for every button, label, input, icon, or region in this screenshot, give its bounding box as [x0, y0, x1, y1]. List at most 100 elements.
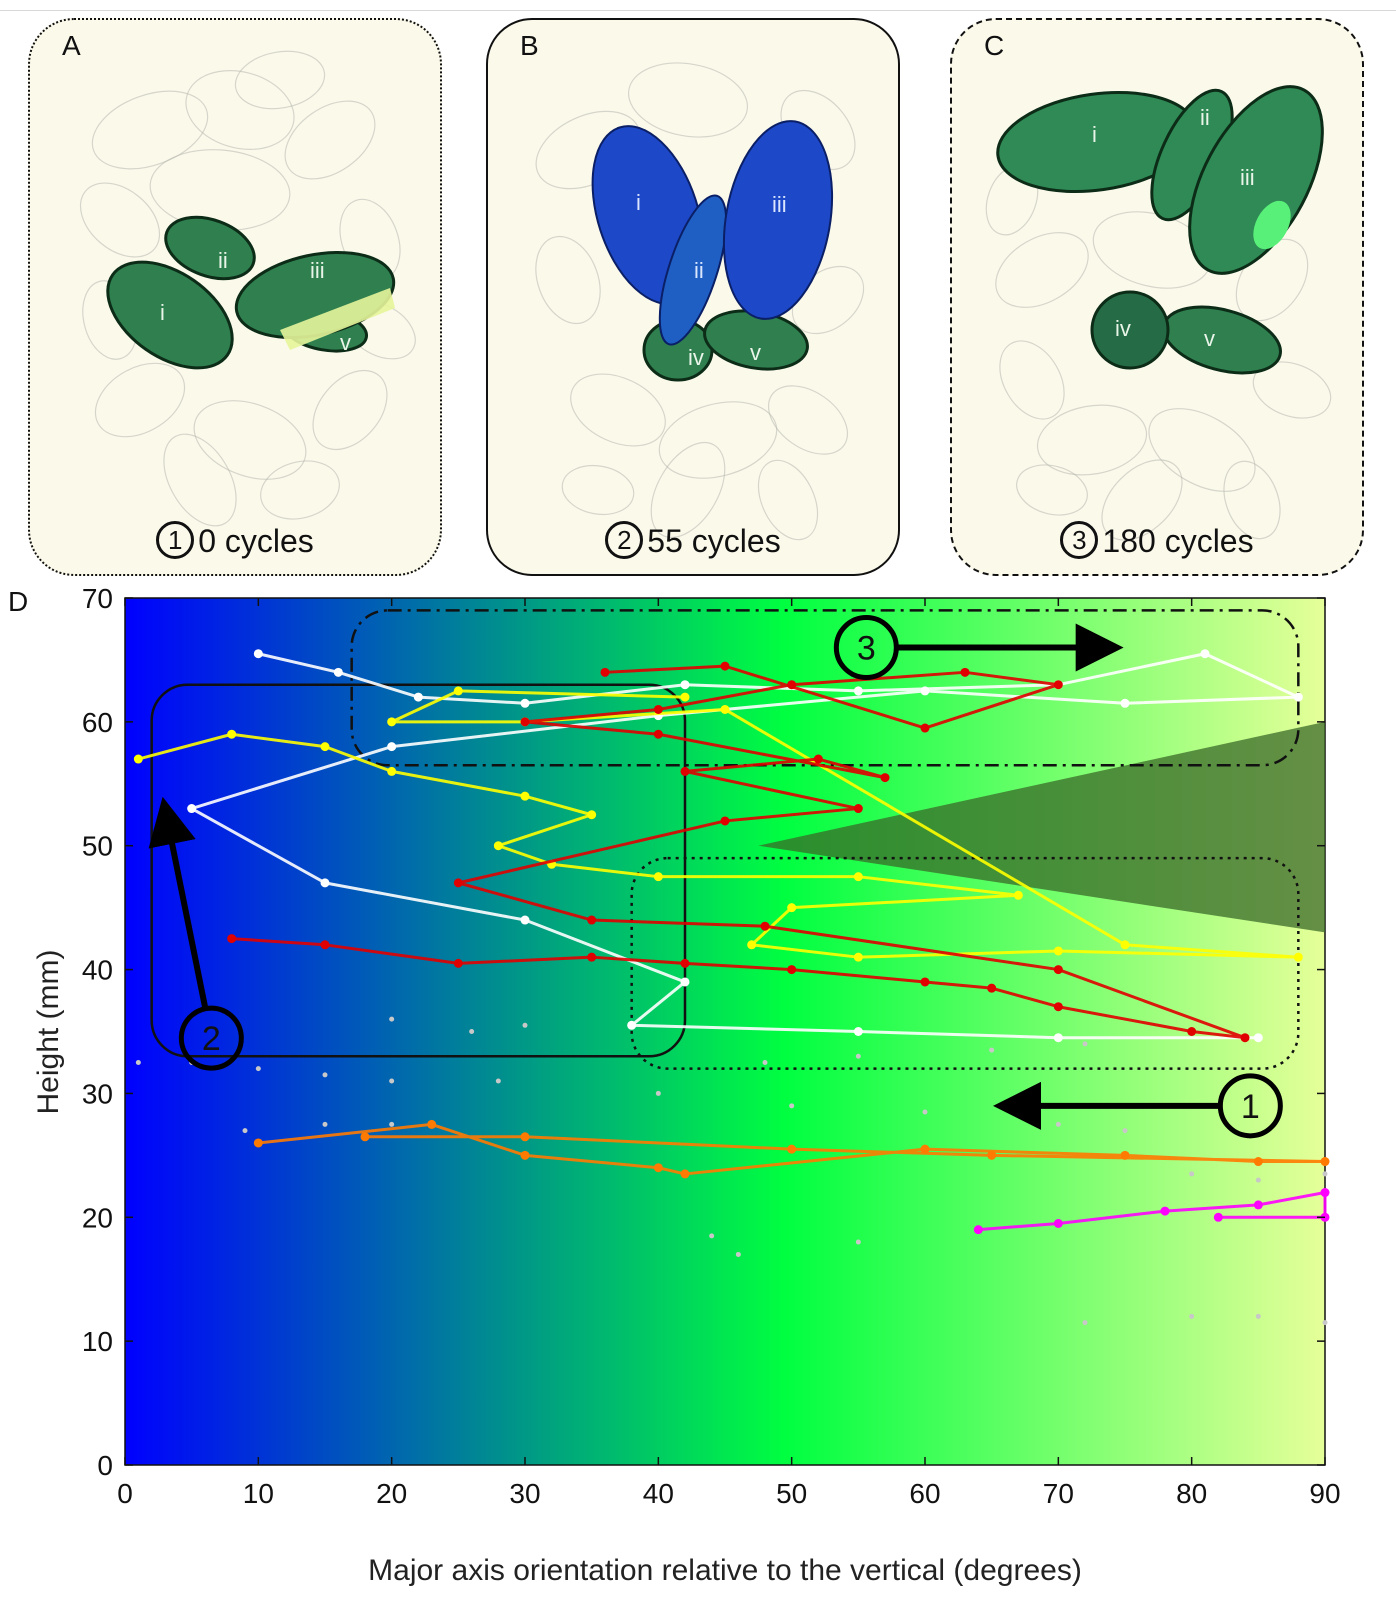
series-yellow-point-16 [1120, 940, 1130, 950]
panel-a-letter: A [62, 30, 81, 61]
series-grey-point-12 [322, 1121, 328, 1127]
panel-a-grain-label-ii: ii [218, 248, 228, 273]
panel-b-grain-label-i: i [636, 190, 641, 215]
x-tick-label-80: 80 [1176, 1478, 1207, 1509]
series-red-point-20 [653, 729, 663, 739]
series-grey-point-20 [1082, 1041, 1088, 1047]
marker-2-arrow [148, 796, 208, 1008]
shaded-wedge [758, 721, 1325, 933]
x-tick-label-60: 60 [909, 1478, 940, 1509]
panel-c-grains [996, 85, 1324, 375]
y-tick-label-40: 40 [82, 955, 113, 986]
panel-c-letter: C [984, 30, 1005, 61]
series-grey-point-16 [1322, 1171, 1328, 1177]
series-orange-point-6 [1120, 1150, 1130, 1160]
series-yellow-point-6 [493, 841, 503, 851]
series-yellow-point-8 [653, 872, 663, 882]
series-red-point-18 [813, 754, 823, 764]
y-axis-label: Height (mm) [32, 949, 65, 1114]
panel-c-marker: 3 [1060, 521, 1099, 559]
y-tick-label-50: 50 [82, 831, 113, 862]
series-red-point-10 [1240, 1033, 1250, 1043]
series-orange-point-3 [653, 1163, 663, 1173]
panel-c-grain-label-v: v [1204, 326, 1215, 351]
series-red-point-14 [453, 878, 463, 888]
panel-b-grain-render: i ii iii iv v [535, 62, 865, 541]
marker-2-label: 2 [202, 1020, 221, 1058]
panel-c-grain-label-ii: ii [1200, 105, 1210, 130]
series-magenta-point-0 [973, 1225, 983, 1235]
series-yellow-point-2 [320, 742, 330, 752]
series-white-point-16 [680, 977, 690, 987]
wedge-layer [758, 721, 1325, 933]
series-red-point-19 [880, 773, 890, 783]
marker-3-circle [833, 615, 899, 681]
series-yellow-point-13 [853, 952, 863, 962]
region-boxes [150, 609, 1300, 1070]
series-white-point-19 [1053, 1033, 1063, 1043]
panel-a-grains [106, 215, 396, 370]
marker-1-label: 1 [1241, 1088, 1260, 1126]
y-tick-label-70: 70 [82, 583, 113, 614]
series-orange-point-1 [427, 1119, 437, 1129]
series-yellow-track [137, 689, 1300, 959]
series-white-point-13 [187, 804, 197, 814]
panel-c-caption: 3 180 cycles [952, 521, 1362, 560]
series-grey-point-28 [735, 1251, 741, 1257]
series-grey-point-24 [1082, 1320, 1088, 1326]
series-red-point-26 [920, 723, 930, 733]
series-orange-point-9 [987, 1150, 997, 1160]
series-magenta-point-4 [1320, 1188, 1330, 1198]
series-orange-point-11 [520, 1132, 530, 1142]
series-magenta-point-3 [1253, 1200, 1263, 1210]
x-axis-ticks: 0 10 20 30 40 50 60 70 80 90 [117, 598, 1341, 1509]
series-grey-point-26 [1255, 1313, 1261, 1319]
series-yellow-point-4 [520, 791, 530, 801]
series-red-point-17 [680, 766, 690, 776]
series-red-point-9 [1187, 1027, 1197, 1036]
series-red-point-28 [600, 667, 610, 677]
series-red-point-12 [760, 921, 770, 931]
panel-b-letter: B [520, 30, 539, 61]
series-grey-point-13 [389, 1121, 395, 1127]
y-tick-label-20: 20 [82, 1202, 113, 1233]
panel-c-caption-text: 180 cycles [1102, 523, 1254, 559]
series-white-point-0 [253, 649, 263, 659]
series-red-point-21 [520, 717, 530, 727]
panel-c-grain-label-iv: iv [1115, 316, 1131, 341]
series-red-point-1 [320, 940, 330, 950]
series-orange-point-0 [253, 1138, 263, 1148]
series-grey-point-15 [1255, 1177, 1261, 1183]
y-axis-ticks: 0 10 20 30 40 50 60 70 [82, 583, 1325, 1481]
x-tick-label-90: 90 [1309, 1478, 1340, 1509]
series-grey-point-2 [255, 1066, 261, 1072]
series-grey-point-3 [322, 1072, 328, 1078]
series-white-point-3 [520, 698, 530, 708]
series-yellow-point-21 [680, 692, 690, 702]
marker-1: 1 [993, 1073, 1283, 1139]
marker-3-label: 3 [857, 630, 876, 668]
region-box-1 [630, 856, 1300, 1070]
marker-2-circle [178, 1005, 244, 1071]
series-grey-point-4 [389, 1078, 395, 1084]
series-magenta-point-6 [1213, 1212, 1223, 1222]
panel-b-caption: 2 55 cycles [488, 521, 898, 560]
panel-b-grains [591, 120, 834, 382]
series-orange-point-5 [920, 1144, 930, 1154]
series-red-point-0 [227, 934, 237, 944]
marker-1-circle [1217, 1073, 1283, 1139]
series-grey-point-21 [522, 1022, 528, 1028]
panel-a-grain-render: i ii iii v [79, 50, 416, 527]
series-white-point-17 [627, 1020, 637, 1030]
series-orange-point-4 [680, 1169, 690, 1179]
series-magenta-point-2 [1160, 1206, 1170, 1216]
series-grey-point-6 [655, 1090, 661, 1096]
panel-a-background-grains [79, 50, 416, 527]
series-grey-point-0 [135, 1059, 141, 1065]
panel-a-grain-label-iii: iii [310, 258, 325, 283]
series-grey-point-17 [762, 1059, 768, 1065]
series-yellow-point-5 [587, 810, 597, 820]
series-yellow-point-12 [747, 940, 757, 950]
series-red-point-24 [960, 667, 970, 677]
panel-b-caption-text: 55 cycles [647, 523, 781, 559]
